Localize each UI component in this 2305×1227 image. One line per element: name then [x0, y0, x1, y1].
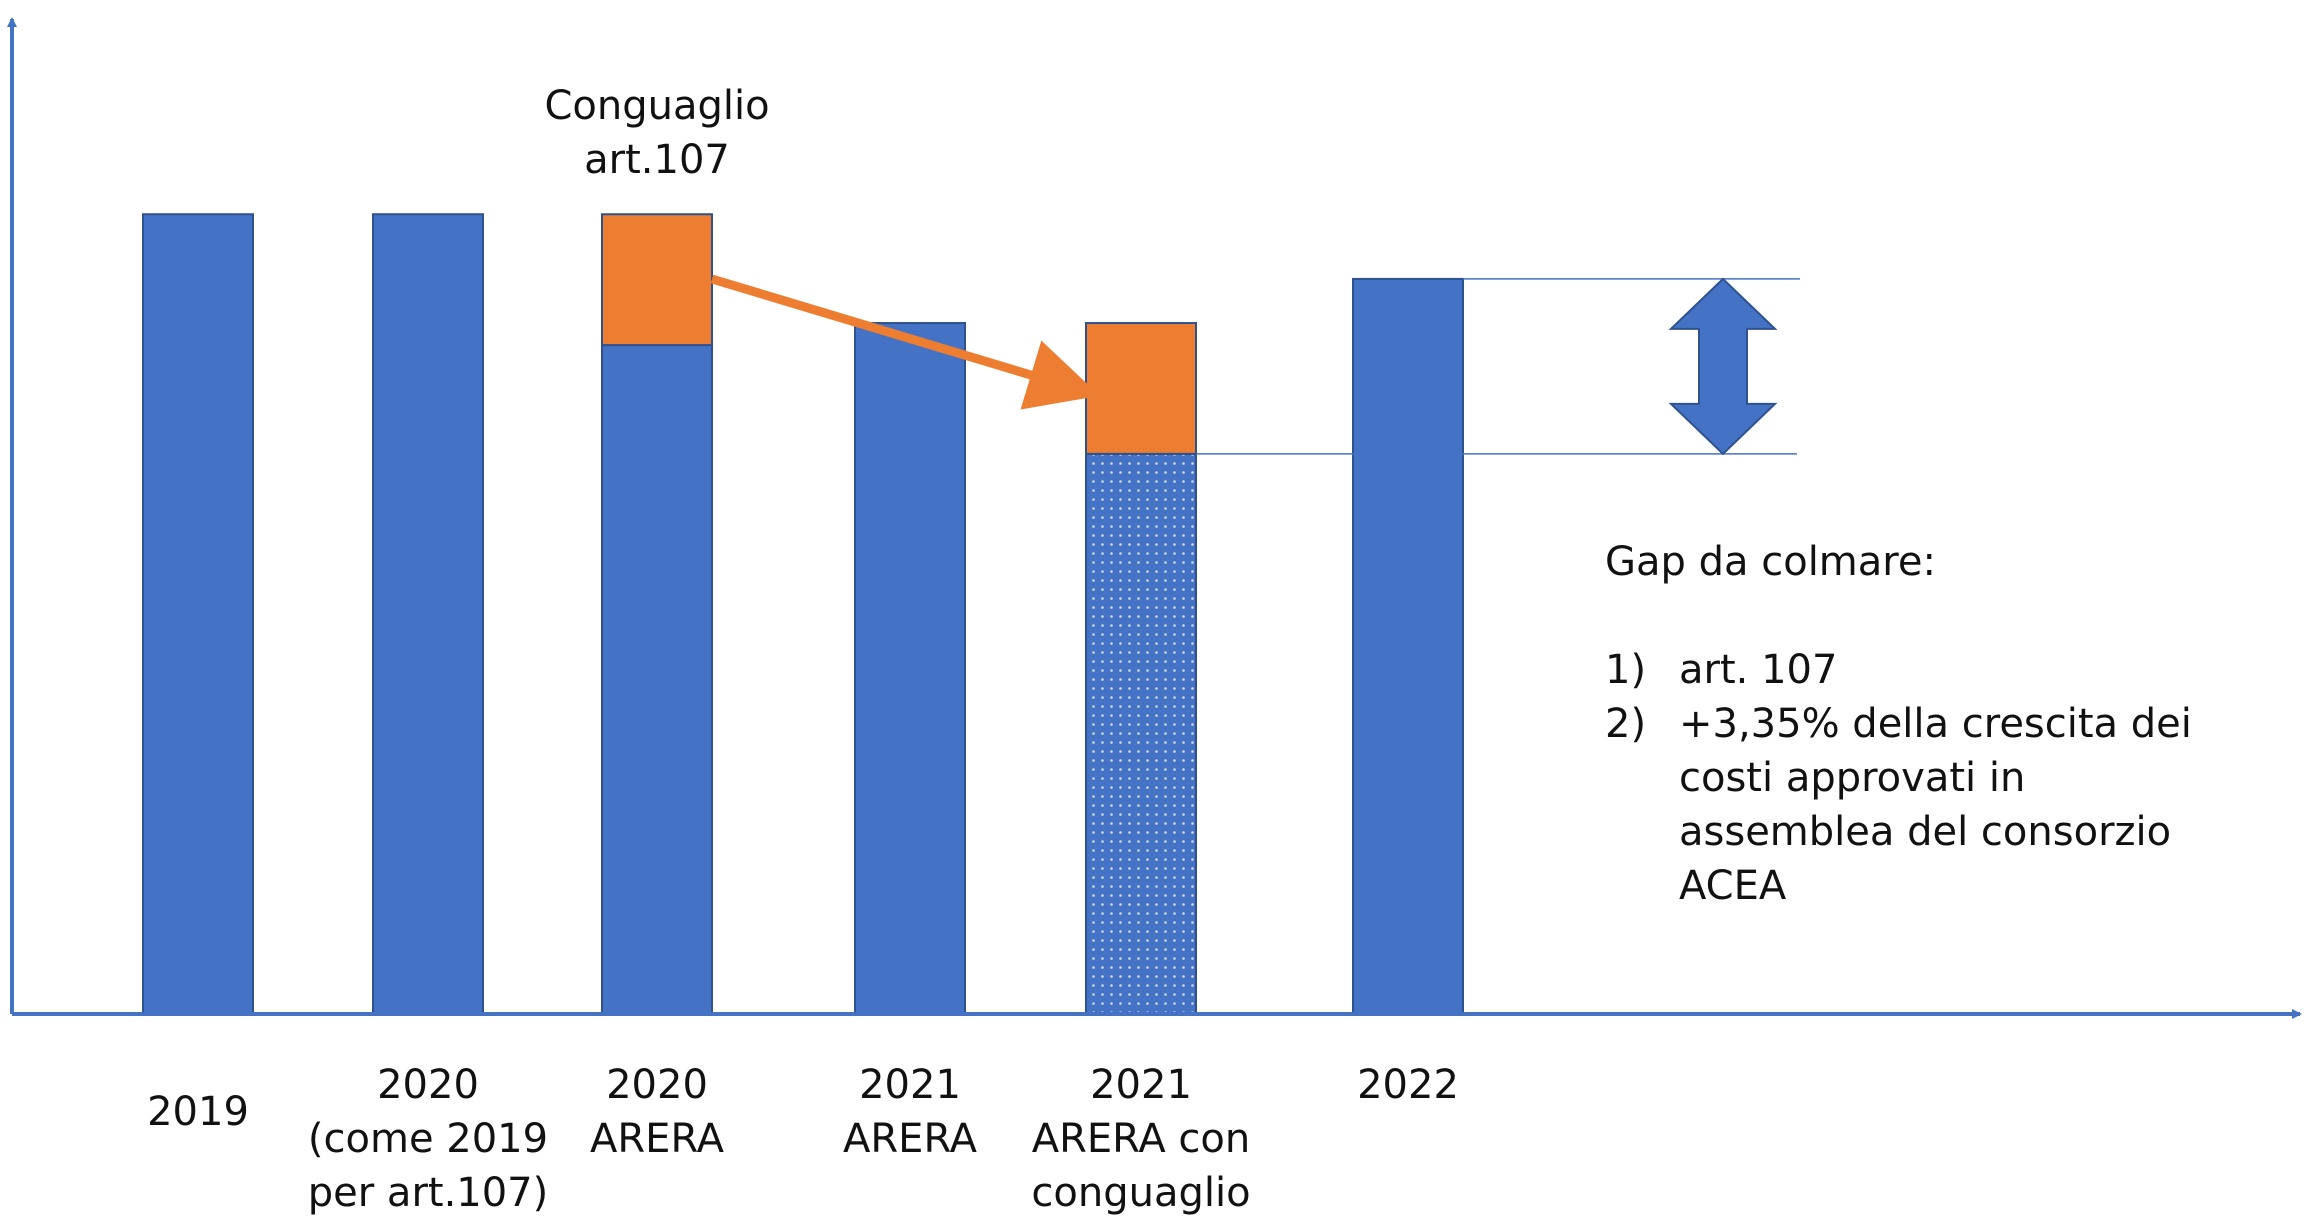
annotation: Conguaglio art.107 — [544, 83, 770, 184]
bar-segment — [142, 213, 254, 1015]
gap-item: 1) art. 107 — [1605, 643, 2245, 697]
x-tick-label: 2022 — [1357, 1062, 1459, 1108]
gap-item: 2) +3,35% della crescita dei costi approv… — [1605, 697, 2245, 913]
gap-note: Gap da colmare: 1) art. 107 2) +3,35% dell… — [1605, 535, 2245, 913]
x-tick-label: 2020 (come 2019 per art.107) — [307, 1062, 549, 1216]
x-tick-label: 2020 ARERA — [590, 1062, 724, 1162]
bar-segment — [1352, 277, 1464, 1016]
bar-segment — [372, 213, 484, 1015]
x-tick-label: 2021 ARERA con conguaglio — [1031, 1062, 1251, 1216]
gap-text: +3,35% della crescita dei costi approvat… — [1679, 701, 2192, 909]
x-tick-label: 2021 ARERA — [843, 1062, 977, 1162]
bar-segment — [854, 322, 966, 1015]
gap-text: art. 107 — [1679, 647, 1838, 693]
bar-segment — [601, 344, 713, 1015]
gap-marker: 1) — [1605, 647, 1647, 693]
bar-segment — [1085, 452, 1197, 1016]
bar-segment — [601, 213, 713, 347]
gap-arrow — [1668, 277, 1778, 456]
bar-segment — [1085, 322, 1197, 455]
gap-marker: 2) — [1605, 701, 1647, 747]
x-tick-label: 2019 — [147, 1089, 249, 1135]
transfer-arrow — [710, 274, 1100, 410]
gap-title: Gap da colmare: — [1605, 539, 1936, 585]
